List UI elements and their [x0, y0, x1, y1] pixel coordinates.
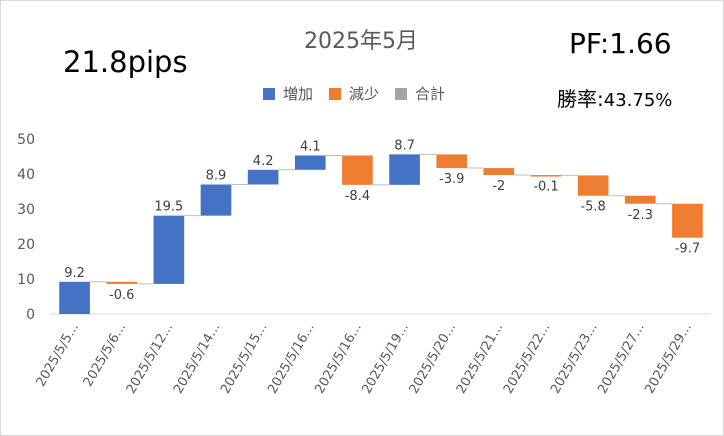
x-tick-label: 2025/5/15...	[218, 321, 271, 397]
data-label: -0.6	[109, 288, 134, 303]
x-tick-label: 2025/5/27...	[595, 321, 648, 397]
x-tick-label: 2025/5/20...	[407, 321, 460, 397]
bar-increase	[200, 184, 232, 216]
data-label: -2.3	[628, 208, 653, 223]
data-label: 9.2	[64, 266, 85, 281]
y-tick-label: 50	[17, 132, 35, 148]
data-label: -2	[492, 179, 505, 194]
data-label: 4.2	[253, 154, 274, 169]
legend-item-increase: 増加	[263, 83, 313, 104]
legend-swatch-total	[395, 87, 408, 100]
data-label: 8.7	[394, 138, 415, 153]
bar-decrease	[106, 281, 138, 284]
x-tick-label: 2025/5/5...	[34, 321, 82, 390]
bar-decrease	[483, 168, 515, 176]
data-label: -8.4	[345, 189, 370, 204]
legend-swatch-decrease	[329, 87, 342, 100]
x-tick-label: 2025/5/16...	[265, 321, 318, 397]
win-rate-label: 勝率:	[557, 87, 604, 111]
legend-label-increase: 増加	[283, 85, 314, 103]
bar-increase	[389, 154, 420, 185]
y-tick-label: 20	[17, 237, 35, 253]
bar-decrease	[436, 154, 468, 169]
x-tick-label: 2025/5/21...	[454, 321, 507, 397]
data-label: 19.5	[154, 200, 183, 215]
y-tick-label: 10	[17, 272, 35, 288]
legend-item-decrease: 減少	[329, 83, 379, 104]
bar-increase	[294, 155, 326, 170]
x-tick-label: 2025/5/16...	[312, 321, 365, 397]
chart-legend: 増加 減少 合計	[263, 83, 461, 104]
data-label: -3.9	[439, 172, 464, 187]
bar-decrease	[624, 195, 656, 204]
bar-increase	[59, 281, 90, 314]
x-tick-label: 2025/5/12...	[124, 321, 177, 397]
data-label: -5.8	[580, 200, 605, 215]
y-tick-label: 40	[17, 167, 35, 183]
profit-factor-text: PF:1.66	[569, 27, 672, 60]
data-label: -0.1	[533, 179, 558, 194]
legend-swatch-increase	[263, 87, 275, 100]
bar-decrease	[672, 203, 703, 238]
legend-label-decrease: 減少	[349, 85, 380, 103]
total-pips-text: 21.8pips	[63, 45, 188, 79]
y-tick-label: 30	[17, 202, 35, 218]
y-tick-label: 0	[26, 307, 35, 323]
bar-decrease	[530, 175, 562, 177]
bar-increase	[153, 215, 185, 284]
x-tick-label: 2025/5/19...	[360, 321, 413, 397]
legend-item-total: 合計	[395, 83, 445, 104]
x-tick-label: 2025/5/29...	[642, 321, 695, 397]
data-label: 8.9	[206, 169, 227, 184]
win-rate-text: 勝率:43.75%	[557, 83, 672, 112]
chart-title: 2025年5月	[304, 29, 418, 54]
win-rate-value: 43.75%	[603, 90, 673, 111]
x-tick-label: 2025/5/22...	[501, 321, 554, 397]
x-tick-label: 2025/5/23...	[548, 321, 601, 397]
bar-increase	[247, 169, 279, 185]
bar-decrease	[577, 175, 609, 196]
bar-decrease	[342, 155, 373, 185]
legend-label-total: 合計	[415, 85, 446, 103]
data-label: -9.7	[675, 242, 700, 257]
x-tick-label: 2025/5/14...	[171, 321, 224, 397]
x-tick-label: 2025/5/6...	[81, 321, 129, 390]
data-label: 4.1	[300, 139, 321, 154]
